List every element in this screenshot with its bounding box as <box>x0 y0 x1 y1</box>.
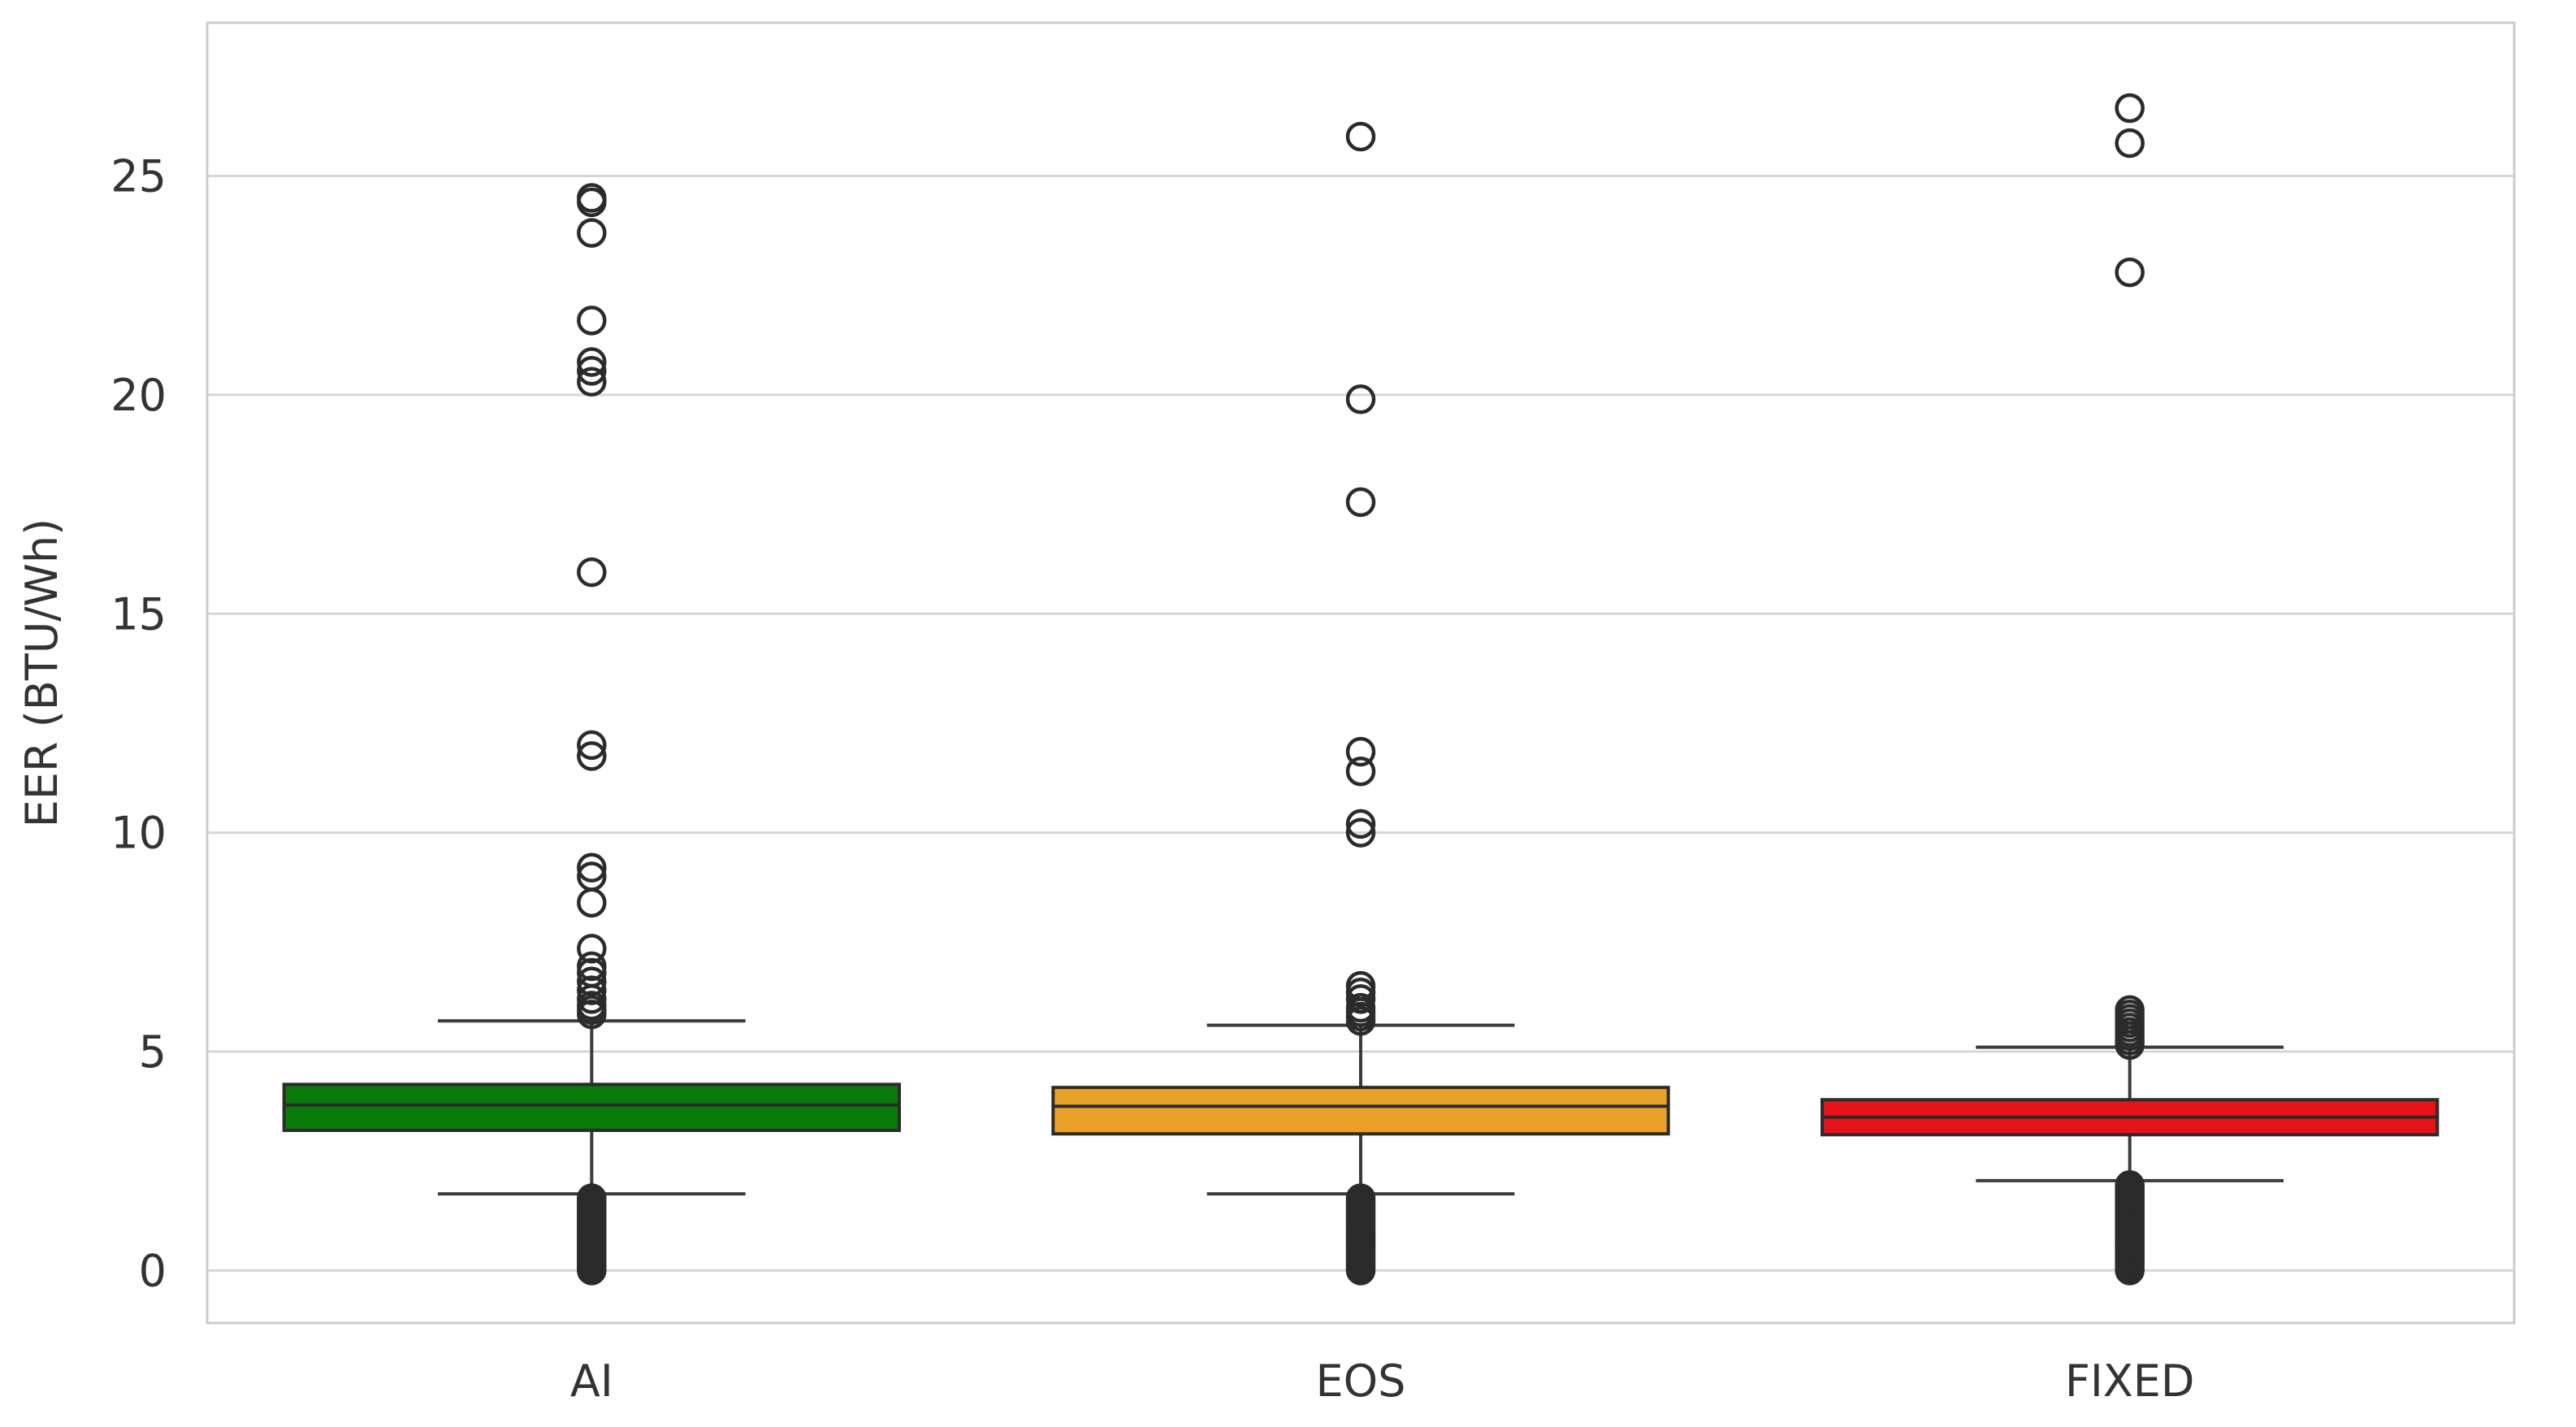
outlier-point-ai <box>577 934 607 964</box>
outlier-point-ai <box>577 356 607 386</box>
outliers-eos <box>1345 121 1376 1286</box>
y-tick-label-10: 10 <box>110 808 167 859</box>
y-axis-label: EER (BTU/Wh) <box>16 518 67 827</box>
outlier-point-eos <box>1345 809 1376 839</box>
box-group-ai <box>282 183 901 1286</box>
outlier-point-eos <box>1345 736 1376 767</box>
outlier-point-eos <box>1345 992 1376 1023</box>
box-group-fixed <box>1821 93 2440 1286</box>
outliers-ai <box>577 183 607 1286</box>
outlier-point-ai <box>577 183 607 213</box>
y-tick-label-25: 25 <box>110 151 167 202</box>
y-tick-label-5: 5 <box>139 1026 167 1078</box>
box-ai <box>282 1082 901 1132</box>
outlier-point-ai <box>577 852 607 883</box>
outlier-point-fixed <box>2115 93 2145 124</box>
outlier-point-ai <box>577 975 607 1005</box>
outlier-point-eos <box>1345 756 1376 787</box>
outlier-point-ai <box>577 887 607 918</box>
outlier-point-ai <box>577 218 607 248</box>
outliers-fixed <box>2115 93 2145 1286</box>
y-tick-label-0: 0 <box>139 1245 167 1296</box>
outlier-point-eos <box>1345 487 1376 518</box>
boxes <box>282 93 2440 1286</box>
box-group-eos <box>1051 121 1670 1286</box>
box-eos <box>1051 1086 1670 1136</box>
outlier-point-eos <box>1345 384 1376 414</box>
plot-frame <box>206 21 2516 1325</box>
outlier-point-eos <box>1345 818 1376 848</box>
outlier-point-fixed <box>2115 128 2145 158</box>
outlier-point-ai <box>577 966 607 997</box>
x-tick-label-eos: EOS <box>1316 1355 1406 1407</box>
y-tick-label-20: 20 <box>110 370 167 421</box>
y-tick-labels: 0 5 10 15 20 25 <box>110 151 167 1297</box>
outlier-point-ai <box>577 306 607 336</box>
outlier-point-fixed <box>2115 995 2145 1026</box>
outlier-point-ai <box>577 951 607 982</box>
outlier-point-eos <box>1345 1183 1376 1213</box>
outlier-point-fixed <box>2115 257 2145 288</box>
x-tick-labels: AI EOS FIXED <box>570 1355 2195 1407</box>
outlier-point-ai <box>577 730 607 761</box>
outlier-point-ai <box>577 1183 607 1213</box>
x-tick-label-ai: AI <box>570 1355 613 1407</box>
outlier-point-fixed <box>2115 1170 2145 1200</box>
outlier-point-ai <box>577 347 607 377</box>
outlier-point-eos <box>1345 121 1376 152</box>
outlier-point-ai <box>577 861 607 891</box>
x-tick-label-fixed: FIXED <box>2065 1355 2195 1407</box>
outlier-point-ai <box>577 741 607 771</box>
outlier-point-ai <box>577 557 607 588</box>
outlier-point-eos <box>1345 970 1376 1001</box>
y-tick-label-15: 15 <box>110 588 167 640</box>
outlier-point-ai <box>577 367 607 397</box>
